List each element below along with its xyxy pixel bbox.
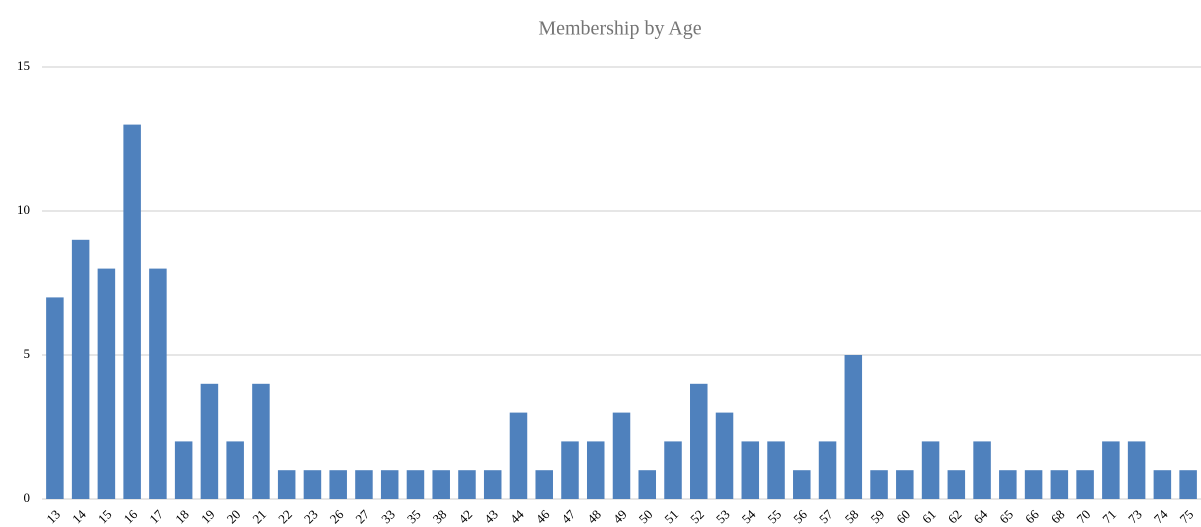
x-tick-label: 44 — [507, 506, 527, 526]
bar — [741, 441, 760, 499]
x-tick-label: 68 — [1048, 507, 1068, 527]
x-tick-label: 27 — [352, 506, 372, 526]
x-tick-label: 14 — [69, 506, 89, 526]
bar — [509, 412, 528, 499]
bar — [638, 470, 657, 499]
x-tick-label: 38 — [430, 507, 450, 527]
bar — [1127, 441, 1146, 499]
x-tick-label: 46 — [533, 506, 553, 526]
bar — [664, 441, 682, 499]
bar — [303, 470, 322, 499]
x-tick-label: 48 — [584, 507, 604, 527]
bar — [1179, 470, 1197, 499]
bar — [149, 268, 167, 499]
bar — [483, 470, 502, 499]
bar — [793, 470, 811, 499]
bar — [1024, 470, 1043, 499]
x-tick-label: 17 — [146, 506, 166, 526]
bar — [252, 383, 270, 499]
x-tick-label: 18 — [172, 507, 192, 527]
x-tick-label: 19 — [198, 507, 218, 527]
x-tick-label: 26 — [327, 506, 347, 526]
bar — [535, 470, 553, 499]
bar — [200, 383, 219, 499]
bar — [561, 441, 579, 499]
bar — [1102, 441, 1120, 499]
x-tick-label: 53 — [713, 507, 733, 527]
x-tick-label: 51 — [661, 507, 681, 527]
x-tick-label: 47 — [558, 506, 578, 526]
x-tick-label: 71 — [1099, 507, 1119, 527]
x-tick-label: 16 — [121, 506, 141, 526]
x-tick-label: 20 — [224, 507, 244, 527]
x-tick-label: 60 — [893, 507, 913, 527]
bar — [586, 441, 605, 499]
bar — [226, 441, 244, 499]
bar — [896, 470, 914, 499]
bar — [46, 297, 64, 499]
bar — [71, 239, 90, 500]
x-tick-label: 43 — [481, 507, 501, 527]
x-tick-label: 74 — [1151, 506, 1171, 526]
x-tick-label: 42 — [455, 507, 475, 527]
bar — [123, 124, 141, 499]
bar — [1153, 470, 1172, 499]
bar — [1076, 470, 1094, 499]
x-tick-label: 70 — [1074, 507, 1094, 527]
x-tick-label: 61 — [919, 507, 939, 527]
x-tick-label: 49 — [610, 507, 630, 527]
x-tick-label: 13 — [43, 507, 63, 527]
x-tick-label: 33 — [378, 507, 398, 527]
bar — [458, 470, 476, 499]
bar — [921, 441, 940, 499]
x-tick-label: 21 — [249, 507, 269, 527]
x-tick-label: 65 — [996, 507, 1016, 527]
x-tick-label: 59 — [867, 507, 887, 527]
x-tick-label: 56 — [790, 506, 810, 526]
bar — [432, 470, 450, 499]
y-tick-label: 10 — [17, 202, 30, 217]
bar — [97, 268, 116, 499]
bar — [380, 470, 399, 499]
x-tick-label: 35 — [404, 507, 424, 527]
bar — [612, 412, 631, 499]
x-tick-label: 57 — [816, 506, 836, 526]
bar — [844, 355, 863, 499]
bar — [715, 412, 734, 499]
bar — [174, 441, 193, 499]
x-tick-label: 73 — [1125, 507, 1145, 527]
bar — [767, 441, 785, 499]
bar — [973, 441, 991, 499]
bar — [947, 470, 966, 499]
y-tick-label: 15 — [17, 58, 30, 73]
y-tick-label: 0 — [24, 490, 31, 505]
chart-title: Membership by Age — [538, 18, 701, 40]
y-tick-label: 5 — [24, 346, 31, 361]
bar — [818, 441, 837, 499]
x-tick-label: 54 — [739, 506, 759, 526]
bar — [277, 470, 296, 499]
bar — [999, 470, 1017, 499]
bar — [690, 383, 708, 499]
x-tick-label: 15 — [95, 507, 115, 527]
x-tick-label: 55 — [764, 507, 784, 527]
x-tick-label: 64 — [971, 506, 991, 526]
bar — [1050, 470, 1069, 499]
bar — [406, 470, 425, 499]
x-tick-label: 66 — [1022, 506, 1042, 526]
bar — [355, 470, 373, 499]
x-tick-label: 52 — [687, 507, 707, 527]
bar — [329, 470, 347, 499]
x-tick-label: 58 — [842, 507, 862, 527]
x-tick-label: 62 — [945, 507, 965, 527]
x-tick-label: 22 — [275, 507, 295, 527]
x-tick-label: 23 — [301, 507, 321, 527]
x-tick-label: 75 — [1177, 507, 1197, 527]
x-tick-label: 50 — [636, 507, 656, 527]
bar — [870, 470, 888, 499]
